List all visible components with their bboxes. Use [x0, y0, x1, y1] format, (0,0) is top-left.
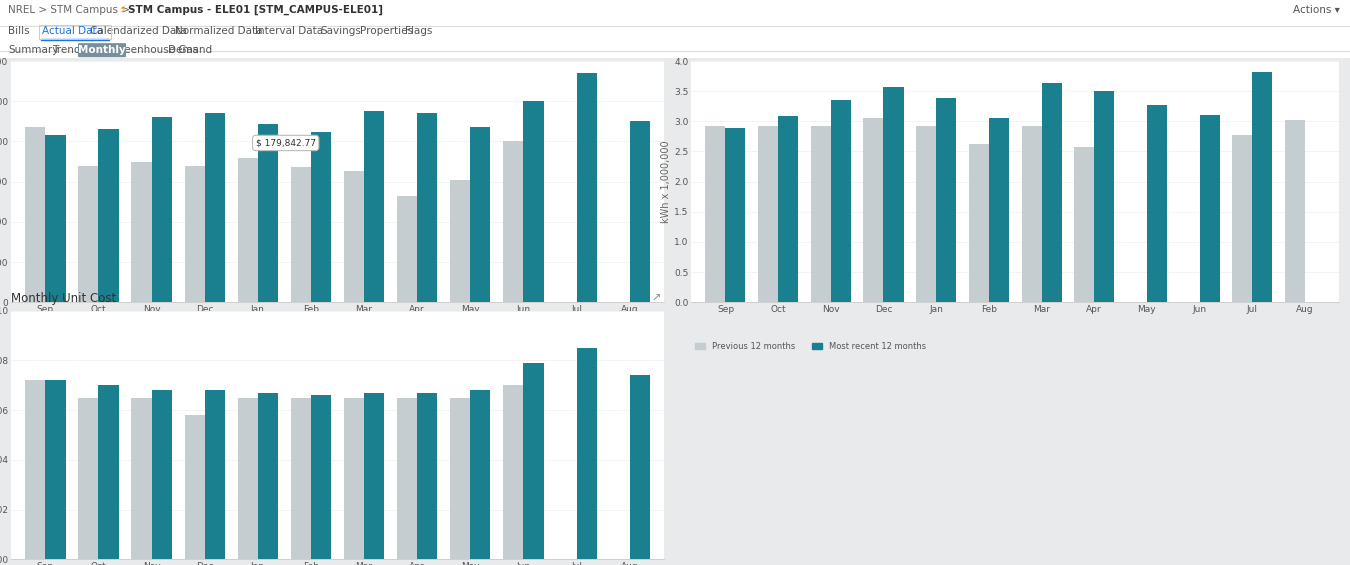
Bar: [524, 101, 544, 302]
Bar: [344, 398, 364, 559]
Bar: [504, 141, 524, 302]
Bar: [397, 398, 417, 559]
Text: Monthly: Monthly: [78, 45, 126, 55]
Bar: [99, 385, 119, 559]
Text: NREL > STM Campus >: NREL > STM Campus >: [8, 5, 130, 15]
Bar: [205, 114, 225, 302]
Bar: [576, 73, 597, 302]
Bar: [258, 393, 278, 559]
Bar: [864, 118, 883, 302]
Bar: [46, 380, 66, 559]
Text: Trends: Trends: [53, 45, 86, 55]
Bar: [131, 398, 151, 559]
Bar: [1233, 135, 1253, 302]
Bar: [205, 390, 225, 559]
Bar: [576, 348, 597, 559]
Text: Summary: Summary: [8, 45, 58, 55]
Bar: [450, 180, 470, 302]
Text: Properties: Properties: [360, 26, 413, 36]
Bar: [629, 375, 649, 559]
Bar: [310, 132, 331, 302]
Bar: [131, 162, 151, 302]
Bar: [417, 114, 437, 302]
Text: Bills: Bills: [8, 26, 30, 36]
Y-axis label: kWh x 1,000,000: kWh x 1,000,000: [662, 140, 671, 223]
Text: ↗: ↗: [652, 44, 662, 54]
Text: STM Campus - ELE01 [STM_CAMPUS-ELE01]: STM Campus - ELE01 [STM_CAMPUS-ELE01]: [128, 5, 383, 15]
Bar: [917, 126, 936, 302]
Bar: [1285, 120, 1305, 302]
Bar: [40, 38, 109, 40]
Text: Monthly Use: Monthly Use: [691, 43, 764, 56]
Bar: [470, 127, 490, 302]
Bar: [185, 166, 205, 302]
Bar: [397, 196, 417, 302]
Bar: [151, 118, 171, 302]
Text: ⚡: ⚡: [117, 5, 126, 15]
Bar: [1075, 147, 1095, 302]
Bar: [1042, 83, 1061, 302]
Bar: [883, 87, 903, 302]
FancyBboxPatch shape: [78, 43, 126, 57]
Text: Monthly Unit Cost: Monthly Unit Cost: [11, 293, 116, 306]
Text: Flags: Flags: [405, 26, 432, 36]
Bar: [185, 415, 205, 559]
Text: Greenhouse Gas: Greenhouse Gas: [112, 45, 198, 55]
Bar: [504, 385, 524, 559]
Bar: [78, 166, 99, 302]
Bar: [417, 393, 437, 559]
Bar: [46, 135, 66, 302]
Bar: [524, 363, 544, 559]
Bar: [778, 116, 798, 302]
Text: Calendarized Data: Calendarized Data: [90, 26, 186, 36]
Bar: [725, 128, 745, 302]
Bar: [1253, 72, 1272, 302]
Bar: [969, 144, 988, 302]
Bar: [1148, 105, 1166, 302]
Text: Actual Data: Actual Data: [42, 26, 103, 36]
Bar: [99, 129, 119, 302]
Bar: [364, 111, 385, 302]
Bar: [310, 396, 331, 559]
Text: Normalized Data: Normalized Data: [176, 26, 262, 36]
Bar: [238, 158, 258, 302]
Text: ↗: ↗: [1327, 44, 1336, 54]
Text: Demand: Demand: [167, 45, 212, 55]
Text: ↗: ↗: [652, 293, 662, 303]
Bar: [364, 393, 385, 559]
Bar: [470, 390, 490, 559]
Bar: [151, 390, 171, 559]
Text: $ 179,842.77: $ 179,842.77: [255, 138, 316, 147]
Legend: Previous 12 months, Most recent 12 months: Previous 12 months, Most recent 12 month…: [15, 342, 246, 351]
Text: Actions ▾: Actions ▾: [1293, 5, 1341, 15]
Bar: [258, 124, 278, 302]
Bar: [1095, 91, 1114, 302]
Bar: [629, 121, 649, 302]
Bar: [759, 125, 778, 302]
Text: Interval Data: Interval Data: [255, 26, 323, 36]
Legend: Previous 12 months, Most recent 12 months: Previous 12 months, Most recent 12 month…: [695, 342, 926, 351]
Bar: [26, 380, 46, 559]
Bar: [1200, 115, 1219, 302]
Bar: [26, 127, 46, 302]
Text: Monthly Cost: Monthly Cost: [11, 43, 88, 56]
Bar: [290, 167, 310, 302]
Text: Savings: Savings: [320, 26, 360, 36]
Bar: [811, 126, 830, 302]
Bar: [830, 100, 850, 302]
Bar: [1022, 126, 1042, 302]
Bar: [238, 398, 258, 559]
Bar: [706, 125, 725, 302]
Bar: [450, 398, 470, 559]
Bar: [988, 118, 1008, 302]
Bar: [78, 398, 99, 559]
Bar: [344, 171, 364, 302]
Bar: [936, 98, 956, 302]
Bar: [290, 398, 310, 559]
